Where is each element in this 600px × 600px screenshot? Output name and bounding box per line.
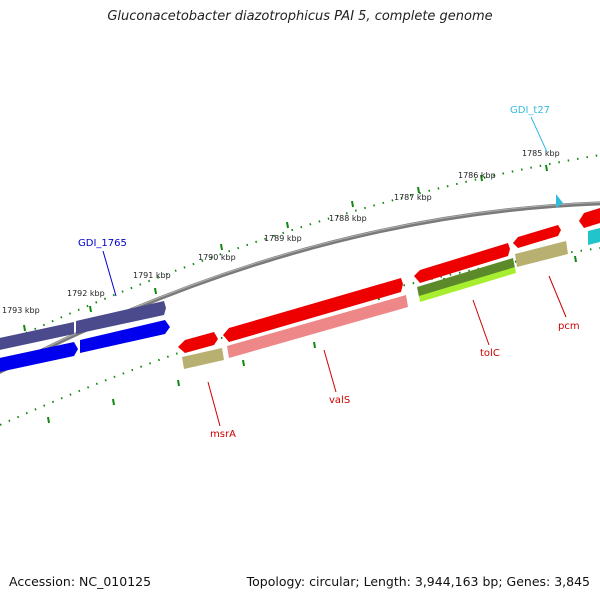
inner-ruler xyxy=(0,247,600,426)
gene-GDI_t27-marker[interactable] xyxy=(556,194,563,208)
ruler-tick xyxy=(417,186,420,194)
label-leader-tolC xyxy=(472,299,490,346)
ruler-label: 1793 kbp xyxy=(2,306,40,315)
gene-tolC-lime[interactable] xyxy=(419,267,516,302)
gene-label-msrA: msrA xyxy=(210,429,236,440)
ruler-tick xyxy=(112,398,115,406)
gene-valS-upper[interactable] xyxy=(223,278,403,342)
ruler-tick xyxy=(177,379,180,387)
ruler-label: 1788 kbp xyxy=(329,214,367,223)
gene-msrA-lower[interactable] xyxy=(182,348,224,369)
gene-tolC-upper[interactable] xyxy=(414,243,510,283)
gene-purple-1[interactable] xyxy=(0,322,74,352)
accession-text: Accession: NC_010125 xyxy=(9,574,152,589)
gene-label-tolC: tolC xyxy=(480,348,500,359)
gene-label-pcm: pcm xyxy=(558,321,580,332)
ruler-tick xyxy=(220,243,223,251)
ruler-tick xyxy=(574,255,577,263)
ruler-tick xyxy=(23,324,26,332)
outer-ruler-major-ticks xyxy=(23,164,548,332)
ruler-tick xyxy=(545,164,548,172)
ruler-label: 1786 kbp xyxy=(458,171,496,180)
ruler-tick xyxy=(242,359,245,367)
ruler-tick xyxy=(286,221,289,229)
ruler-label: 1792 kbp xyxy=(67,289,105,298)
gene-label-GDI_t27: GDI_t27 xyxy=(510,105,550,116)
ruler-tick xyxy=(480,174,483,182)
gene-blue-2[interactable] xyxy=(80,320,170,353)
ruler-label: 1787 kbp xyxy=(394,193,432,202)
ruler-label: 1791 kbp xyxy=(133,271,171,280)
gene-label-valS: valS xyxy=(329,395,350,406)
ruler-label: 1789 kbp xyxy=(264,234,302,243)
label-leader-msrA xyxy=(207,381,221,427)
gene-tolC-green[interactable] xyxy=(417,258,515,297)
ruler-label: 1785 kbp xyxy=(522,149,560,158)
label-leader-GDI_t27 xyxy=(530,116,548,153)
gene-valS-lower[interactable] xyxy=(227,295,408,358)
gene-right-cyan[interactable] xyxy=(588,228,600,245)
ruler-tick xyxy=(154,287,157,295)
gene-blue-1[interactable] xyxy=(0,342,78,374)
label-leader-valS xyxy=(323,349,337,393)
gene-pcm-lower[interactable] xyxy=(515,241,568,267)
gene-msrA-upper[interactable] xyxy=(178,332,218,353)
gene-label-GDI_1765: GDI_1765 xyxy=(78,238,127,249)
gene-right-red[interactable] xyxy=(579,208,600,228)
ruler-tick xyxy=(351,200,354,208)
ruler-tick xyxy=(47,416,50,424)
label-leader-GDI_1765 xyxy=(102,250,117,297)
genome-stats-text: Topology: circular; Length: 3,944,163 bp… xyxy=(246,574,590,589)
ruler-label: 1790 kbp xyxy=(198,253,236,262)
gene-purple-2[interactable] xyxy=(76,301,166,334)
page-title: Gluconacetobacter diazotrophicus PAI 5, … xyxy=(107,9,493,24)
ruler-tick xyxy=(89,305,92,313)
label-leader-pcm xyxy=(548,275,567,318)
gene-pcm-upper[interactable] xyxy=(513,225,561,248)
ruler-tick xyxy=(313,341,316,349)
